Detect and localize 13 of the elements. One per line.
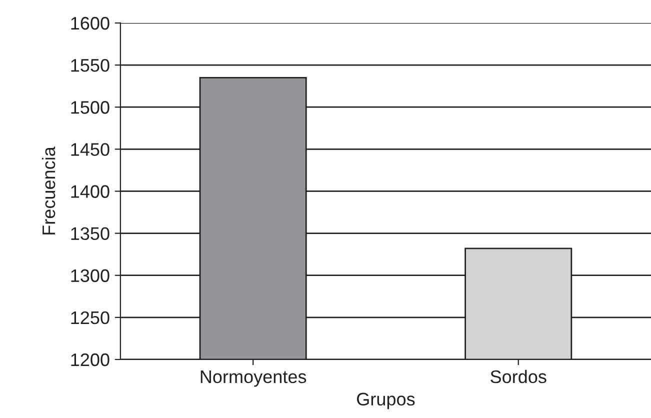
y-tick-label: 1300	[71, 269, 110, 282]
y-axis-title: Frecuencia	[42, 146, 56, 234]
x-tick-label: Sordos	[490, 370, 546, 384]
y-tick-label: 1350	[71, 227, 110, 240]
y-tick-label: 1400	[71, 185, 110, 198]
y-tick-label: 1600	[71, 16, 110, 30]
y-tick-label: 1500	[71, 101, 110, 114]
y-tick-label: 1250	[71, 311, 110, 324]
x-axis-title: Grupos	[357, 392, 415, 410]
y-tick-label: 1450	[71, 143, 110, 156]
x-tick-label: Normoyentes	[200, 370, 306, 387]
y-tick-label: 1200	[71, 353, 110, 366]
y-tick-label: 1550	[71, 58, 110, 72]
